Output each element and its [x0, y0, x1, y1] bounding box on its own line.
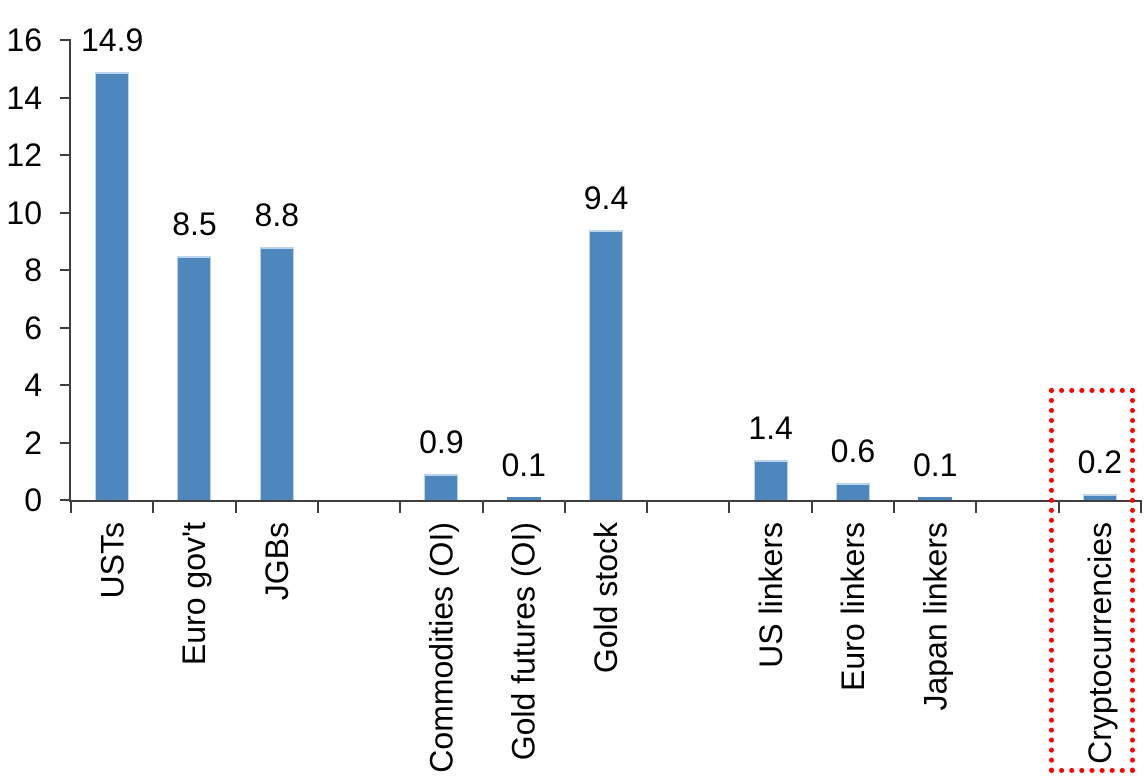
bar-japan-linkers: [918, 497, 953, 500]
y-axis-tick: [60, 96, 71, 99]
x-axis-tick: [563, 500, 566, 513]
x-axis-tick: [646, 500, 649, 513]
bar-euro-linkers: [835, 482, 870, 500]
x-axis-tick: [234, 500, 237, 513]
bar-us-linkers: [753, 459, 788, 500]
y-axis-tick: [60, 154, 71, 156]
y-axis-tick: [60, 441, 71, 444]
x-axis-tick: [316, 500, 319, 513]
x-axis-tick: [728, 500, 731, 513]
category-label-gold-futures-oi: Gold futures (OI): [505, 522, 542, 761]
y-tick-label: 0: [24, 482, 42, 518]
x-axis-line: [69, 500, 1141, 502]
category-label-usts: USTs: [94, 522, 131, 599]
y-axis-tick: [60, 499, 71, 501]
y-tick-label: 10: [6, 194, 42, 231]
bar-value-label: 9.4: [583, 179, 629, 216]
y-tick-label: 2: [24, 424, 42, 461]
x-axis-tick: [399, 500, 402, 513]
bar-value-label: 8.8: [254, 197, 299, 233]
category-label-gold-stock: Gold stock: [588, 522, 624, 674]
category-label-jgbs: JGBs: [258, 522, 295, 601]
x-axis-tick: [70, 500, 72, 513]
bar-value-label: 0.1: [501, 447, 546, 484]
y-tick-label: 4: [24, 367, 42, 403]
highlight-box: [1048, 388, 1135, 773]
bar-value-label: 0.6: [830, 432, 876, 469]
x-axis-tick: [975, 500, 978, 513]
bar-value-label: 1.4: [748, 409, 793, 446]
y-axis-tick: [60, 326, 71, 329]
y-axis-tick: [60, 384, 71, 386]
bar-usts: [95, 71, 130, 500]
x-axis-tick: [1140, 500, 1142, 513]
bar-value-label: 0.2: [1077, 444, 1123, 481]
category-label-euro-gov-t: Euro gov't: [176, 522, 213, 666]
y-axis-tick: [60, 39, 71, 41]
y-axis-tick: [60, 211, 71, 214]
x-axis-tick: [810, 500, 813, 513]
bar-gold-futures-oi: [506, 497, 541, 500]
bar-cryptocurrencies: [1082, 494, 1117, 500]
category-label-euro-linkers: Euro linkers: [834, 522, 871, 691]
x-axis-tick: [481, 500, 484, 513]
y-tick-label: 16: [6, 22, 42, 58]
category-label-us-linkers: US linkers: [752, 522, 789, 668]
y-tick-label: 12: [6, 137, 42, 173]
bar-jgbs: [259, 247, 294, 500]
y-axis-tick: [60, 269, 71, 271]
y-tick-label: 8: [24, 252, 42, 288]
category-label-commodities-oi: Commodities (OI): [423, 522, 460, 773]
bar-commodities-oi: [424, 474, 459, 500]
bar-value-label: 14.9: [81, 21, 144, 58]
bar-value-label: 0.1: [912, 447, 958, 484]
bar-euro-gov-t: [177, 255, 212, 500]
category-label-japan-linkers: Japan linkers: [917, 522, 954, 711]
bar-value-label: 8.5: [172, 205, 217, 242]
x-axis-tick: [893, 500, 896, 513]
x-axis-tick: [1057, 500, 1060, 513]
bar-value-label: 0.9: [419, 424, 464, 461]
y-tick-label: 14: [6, 79, 42, 116]
y-tick-label: 6: [24, 309, 42, 346]
x-axis-tick: [152, 500, 155, 513]
bar-gold-stock: [589, 229, 623, 500]
